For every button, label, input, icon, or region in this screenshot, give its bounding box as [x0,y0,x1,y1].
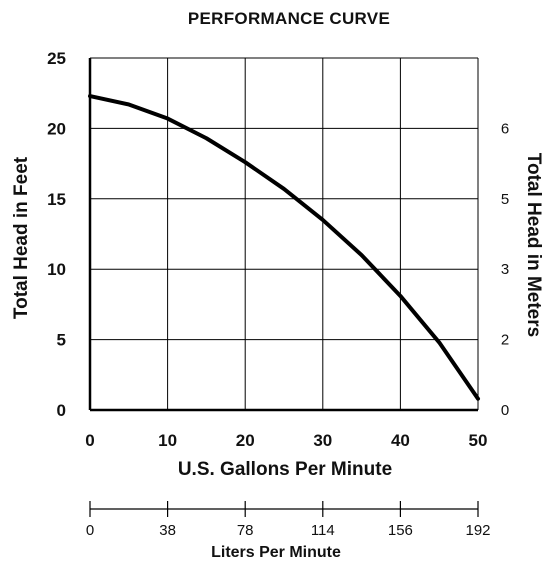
x2-tick-label: 0 [86,522,94,539]
x-tick-label: 10 [158,431,177,450]
y2-tick-label: 5 [501,191,509,208]
chart-title: PERFORMANCE CURVE [188,9,390,28]
x2-tick-label: 38 [159,522,176,539]
performance-curve-line [88,94,480,401]
y2-tick-label: 0 [501,402,509,419]
y-tick-label: 5 [57,331,66,350]
y-tick-label: 25 [47,49,66,68]
y-tick-label: 20 [47,119,66,138]
y-tick-label: 15 [47,190,66,209]
x-tick-label: 30 [313,431,332,450]
x-tick-label: 0 [85,431,94,450]
x2-tick-label: 78 [237,522,254,539]
y2-tick-label: 3 [501,261,509,278]
x2-tick-label: 192 [465,522,490,539]
x-tick-label: 40 [391,431,410,450]
tick-labels: 0 5 10 15 20 25 0 10 20 30 40 50 0 2 3 5 6 [47,49,509,450]
y-tick-label: 10 [47,260,66,279]
plot-area [88,94,480,401]
y2-tick-label: 2 [501,332,509,349]
secondary-x-axis-label: Liters Per Minute [211,544,341,561]
x-tick-label: 20 [236,431,255,450]
x-axis-label: U.S. Gallons Per Minute [178,459,392,480]
x2-tick-label: 156 [388,522,413,539]
y-tick-label: 0 [57,401,66,420]
plot-frame [88,58,478,412]
secondary-y-axis-label: Total Head in Meters [523,153,544,337]
x-tick-label: 50 [469,431,488,450]
liters-per-minute-scale: 0 38 78 114 156 192 [86,501,491,539]
y-axis-label: Total Head in Feet [11,156,32,319]
y2-tick-label: 6 [501,120,509,137]
x2-tick-label: 114 [311,522,335,539]
